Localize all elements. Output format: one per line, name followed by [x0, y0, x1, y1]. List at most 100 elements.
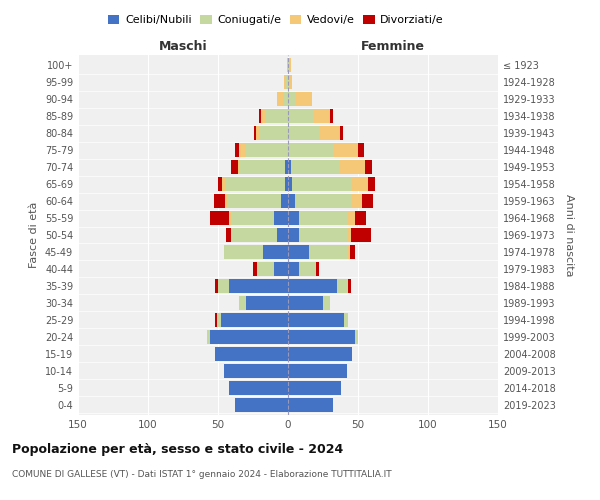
Bar — [288, 381, 341, 395]
Bar — [295, 92, 312, 106]
Bar — [224, 245, 263, 259]
Bar — [288, 398, 333, 412]
Bar — [323, 296, 330, 310]
Legend: Celibi/Nubili, Coniugati/e, Vedovi/e, Divorziati/e: Celibi/Nubili, Coniugati/e, Vedovi/e, Di… — [104, 10, 448, 30]
Bar — [288, 160, 291, 174]
Bar — [260, 126, 288, 140]
Bar — [232, 211, 274, 225]
Bar — [288, 347, 352, 361]
Bar — [226, 177, 285, 191]
Bar — [238, 160, 241, 174]
Bar — [291, 160, 340, 174]
Bar — [239, 143, 246, 157]
Bar — [295, 194, 351, 208]
Bar — [228, 194, 281, 208]
Bar — [232, 228, 277, 242]
Bar — [215, 279, 218, 293]
Text: Maschi: Maschi — [158, 40, 208, 54]
Bar — [254, 126, 256, 140]
Bar — [288, 330, 355, 344]
Text: COMUNE DI GALLESE (VT) - Dati ISTAT 1° gennaio 2024 - Elaborazione TUTTITALIA.IT: COMUNE DI GALLESE (VT) - Dati ISTAT 1° g… — [12, 470, 392, 479]
Bar — [277, 92, 284, 106]
Bar — [351, 194, 362, 208]
Bar — [259, 109, 262, 123]
Bar — [241, 160, 285, 174]
Bar — [355, 211, 367, 225]
Bar — [288, 279, 337, 293]
Bar — [207, 330, 209, 344]
Bar — [288, 109, 313, 123]
Bar — [225, 194, 228, 208]
Bar — [299, 262, 316, 276]
Bar — [215, 347, 288, 361]
Bar — [358, 143, 364, 157]
Bar — [351, 228, 371, 242]
Bar — [355, 330, 358, 344]
Bar — [288, 143, 333, 157]
Bar — [235, 143, 239, 157]
Bar — [348, 211, 355, 225]
Text: Femmine: Femmine — [361, 40, 425, 54]
Bar — [209, 211, 229, 225]
Bar — [313, 109, 330, 123]
Bar — [362, 194, 373, 208]
Bar — [348, 279, 351, 293]
Bar — [246, 143, 288, 157]
Bar — [215, 313, 217, 327]
Bar — [340, 126, 343, 140]
Bar — [222, 177, 226, 191]
Bar — [350, 245, 355, 259]
Bar — [368, 177, 375, 191]
Bar — [348, 245, 350, 259]
Bar — [288, 126, 319, 140]
Y-axis label: Anni di nascita: Anni di nascita — [564, 194, 574, 276]
Bar — [217, 313, 221, 327]
Bar — [274, 211, 288, 225]
Bar — [277, 228, 288, 242]
Bar — [246, 296, 288, 310]
Bar — [288, 211, 299, 225]
Bar — [209, 330, 288, 344]
Bar — [285, 160, 288, 174]
Bar — [288, 177, 292, 191]
Bar — [337, 279, 348, 293]
Bar — [284, 75, 285, 89]
Bar — [218, 177, 222, 191]
Bar — [287, 58, 288, 72]
Bar — [348, 228, 351, 242]
Bar — [289, 58, 291, 72]
Bar — [285, 75, 288, 89]
Bar — [288, 228, 299, 242]
Bar — [288, 75, 289, 89]
Bar — [292, 177, 351, 191]
Y-axis label: Fasce di età: Fasce di età — [29, 202, 39, 268]
Bar — [262, 109, 266, 123]
Bar — [288, 58, 289, 72]
Bar — [289, 75, 292, 89]
Bar — [253, 262, 257, 276]
Bar — [284, 92, 288, 106]
Bar — [288, 262, 299, 276]
Bar — [309, 245, 348, 259]
Bar — [281, 194, 288, 208]
Bar — [288, 364, 347, 378]
Bar — [230, 160, 238, 174]
Bar — [330, 109, 333, 123]
Bar — [288, 245, 309, 259]
Bar — [340, 160, 365, 174]
Bar — [256, 126, 260, 140]
Bar — [288, 92, 295, 106]
Bar — [214, 194, 225, 208]
Bar — [218, 279, 229, 293]
Bar — [299, 211, 348, 225]
Bar — [319, 126, 340, 140]
Bar — [344, 313, 348, 327]
Bar — [230, 228, 232, 242]
Bar — [365, 160, 372, 174]
Bar — [266, 109, 288, 123]
Bar — [288, 296, 323, 310]
Bar — [221, 313, 288, 327]
Bar — [288, 194, 295, 208]
Bar — [239, 296, 246, 310]
Bar — [274, 262, 288, 276]
